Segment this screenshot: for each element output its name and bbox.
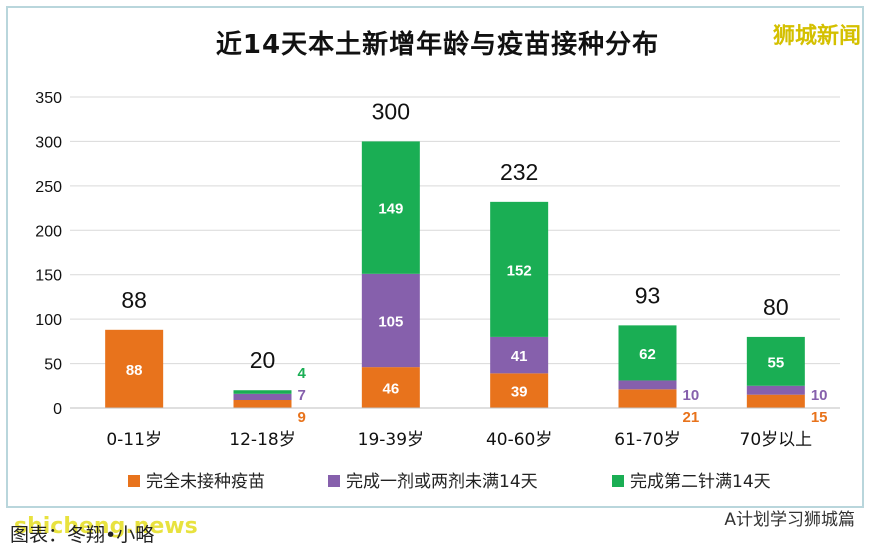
- data-label: 62: [639, 346, 656, 363]
- data-label: 10: [683, 387, 700, 404]
- bar-segment: [233, 393, 292, 401]
- y-tick-label: 200: [35, 223, 62, 240]
- y-tick-label: 350: [35, 90, 62, 107]
- chart-credit: 图表：冬翔•小略: [10, 524, 155, 546]
- legend-label: 完全未接种疫苗: [146, 472, 265, 492]
- x-tick-label: 0-11岁: [106, 430, 162, 450]
- x-tick-label: 70岁以上: [740, 430, 813, 450]
- y-tick-label: 0: [53, 401, 62, 418]
- bar-segment: [746, 385, 805, 395]
- legend-swatch: [328, 475, 340, 487]
- chart-title: 近14天本土新增年龄与疫苗接种分布: [215, 30, 660, 60]
- bar-segment: [618, 389, 677, 408]
- bar-segment: [105, 329, 164, 408]
- bar-segment: [490, 373, 549, 408]
- total-label: 232: [500, 159, 538, 185]
- y-tick-label: 250: [35, 179, 62, 196]
- bar-segment: [746, 394, 805, 408]
- legend-label: 完成一剂或两剂未满14天: [346, 472, 538, 492]
- data-label: 39: [511, 384, 528, 401]
- bar-segment: [490, 201, 549, 337]
- bar-segment: [618, 325, 677, 381]
- bar-segment: [490, 336, 549, 374]
- total-label: 80: [763, 294, 789, 320]
- y-tick-label: 100: [35, 312, 62, 329]
- legend-swatch: [612, 475, 624, 487]
- data-label: 88: [126, 362, 143, 379]
- legend-label: 完成第二针满14天: [630, 472, 771, 492]
- bar-segment: [361, 273, 420, 368]
- x-tick-label: 19-39岁: [358, 430, 424, 450]
- y-tick-label: 50: [44, 357, 62, 374]
- data-label: 152: [507, 262, 532, 279]
- data-label: 46: [382, 381, 399, 398]
- data-label: 7: [298, 387, 306, 404]
- total-label: 300: [372, 98, 410, 124]
- x-tick-label: 40-60岁: [486, 430, 552, 450]
- source-account: A计划学习狮城篇: [724, 510, 855, 530]
- chart-frame: [6, 6, 864, 508]
- bar-segment: [746, 336, 805, 386]
- brand-logo-text: 狮城新闻: [772, 24, 861, 49]
- data-label: 105: [378, 313, 403, 330]
- total-label: 20: [250, 347, 276, 373]
- bar-segment: [233, 400, 292, 408]
- watermark: shicheng.news: [14, 514, 198, 539]
- bar-segment: [361, 367, 420, 408]
- data-label: 21: [683, 409, 700, 426]
- bar-segment: [361, 141, 420, 274]
- data-label: 41: [511, 348, 528, 365]
- data-label: 55: [767, 354, 784, 371]
- x-tick-label: 12-18岁: [229, 430, 295, 450]
- x-tick-label: 61-70岁: [614, 430, 680, 450]
- total-label: 88: [121, 287, 147, 313]
- data-label: 9: [298, 409, 306, 426]
- data-label: 10: [811, 387, 828, 404]
- total-label: 93: [635, 282, 661, 308]
- data-label: 15: [811, 409, 828, 426]
- legend-swatch: [128, 475, 140, 487]
- bar-segment: [233, 390, 292, 394]
- data-label: 4: [298, 365, 307, 382]
- bar-segment: [618, 380, 677, 390]
- y-tick-label: 300: [35, 134, 62, 151]
- data-label: 149: [378, 201, 403, 218]
- y-tick-label: 150: [35, 268, 62, 285]
